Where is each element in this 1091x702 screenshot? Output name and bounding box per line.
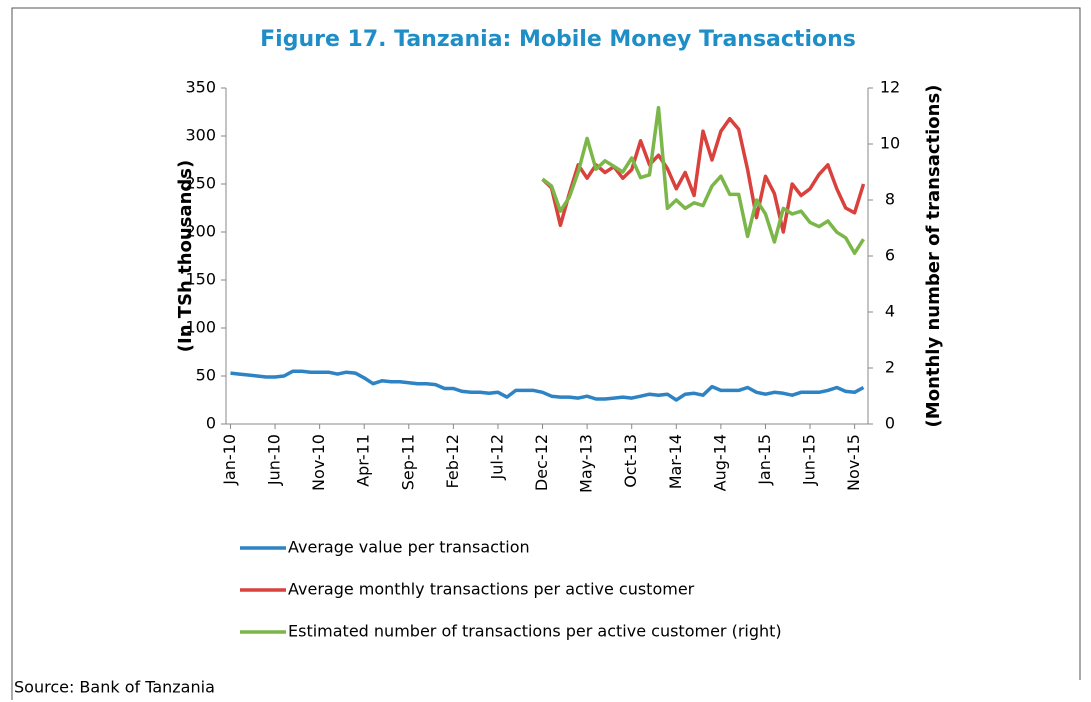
x-tick-label: Mar-14: [666, 434, 685, 489]
y-tick-label: 350: [185, 78, 216, 97]
x-tick-label: Jul-12: [487, 434, 506, 480]
y-tick-label: 50: [196, 366, 216, 385]
x-tick-label: Nov-10: [309, 434, 328, 491]
source: Source: Bank of Tanzania: [14, 678, 215, 697]
series-line: [230, 369, 865, 402]
y-axis-label: (In TSh thousands): [175, 160, 196, 352]
y-tick-label: 150: [185, 270, 216, 289]
y2-tick-label: 12: [880, 78, 900, 97]
x-tick-label: Dec-12: [532, 434, 551, 491]
x-tick-label: Jan-10: [220, 434, 239, 486]
x-tick-label: Aug-14: [710, 434, 729, 491]
x-tick-label: Feb-12: [443, 434, 462, 488]
y2-tick-label: 0: [885, 414, 895, 433]
x-tick-label: Oct-13: [621, 434, 640, 488]
series-line: [541, 116, 866, 234]
y-tick-label: 100: [185, 318, 216, 337]
legend-label: Average monthly transactions per active …: [288, 580, 695, 599]
frame: [11, 7, 1081, 700]
x-tick-label: Sep-11: [398, 434, 417, 490]
x-tick-label: Jun-10: [265, 434, 284, 486]
x-tick-label: Apr-11: [354, 434, 373, 487]
x-tick-label: May-13: [577, 434, 596, 493]
y-tick-label: 200: [185, 222, 216, 241]
y-tick-label: 0: [206, 414, 216, 433]
x-tick-label: Nov-15: [844, 434, 863, 491]
y2-axis-label: (Monthly number of transactions): [923, 85, 944, 428]
y2-tick-label: 4: [885, 302, 895, 321]
y2-tick-label: 10: [880, 134, 900, 153]
y-tick-label: 250: [185, 174, 216, 193]
y-tick-label: 300: [185, 126, 216, 145]
legend-label: Estimated number of transactions per act…: [288, 622, 782, 641]
x-tick-label: Jan-15: [755, 434, 774, 486]
chart-title: Figure 17. Tanzania: Mobile Money Transa…: [260, 27, 856, 52]
legend-label: Average value per transaction: [288, 538, 530, 557]
series-line: [541, 105, 865, 255]
y2-tick-label: 6: [885, 246, 895, 265]
y2-tick-label: 2: [885, 358, 895, 377]
y2-tick-label: 8: [885, 190, 895, 209]
x-tick-label: Jun-15: [800, 434, 819, 486]
